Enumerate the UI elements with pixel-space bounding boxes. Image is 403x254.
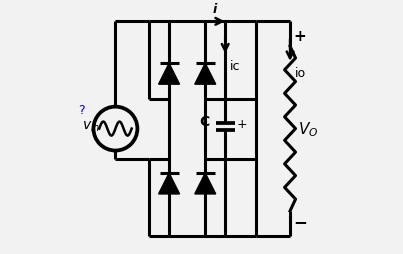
Text: +: + <box>293 28 306 43</box>
Text: i: i <box>213 3 217 16</box>
Polygon shape <box>159 173 180 194</box>
Text: ?: ? <box>78 104 85 117</box>
Text: +: + <box>237 117 247 130</box>
Text: $V_O$: $V_O$ <box>297 120 318 138</box>
Text: io: io <box>295 67 305 80</box>
Text: C: C <box>199 115 210 129</box>
Polygon shape <box>195 173 216 194</box>
Text: $v_{in}$: $v_{in}$ <box>82 119 100 134</box>
Polygon shape <box>159 64 180 85</box>
Text: −: − <box>293 212 307 230</box>
Polygon shape <box>195 64 216 85</box>
Text: ic: ic <box>230 59 240 72</box>
